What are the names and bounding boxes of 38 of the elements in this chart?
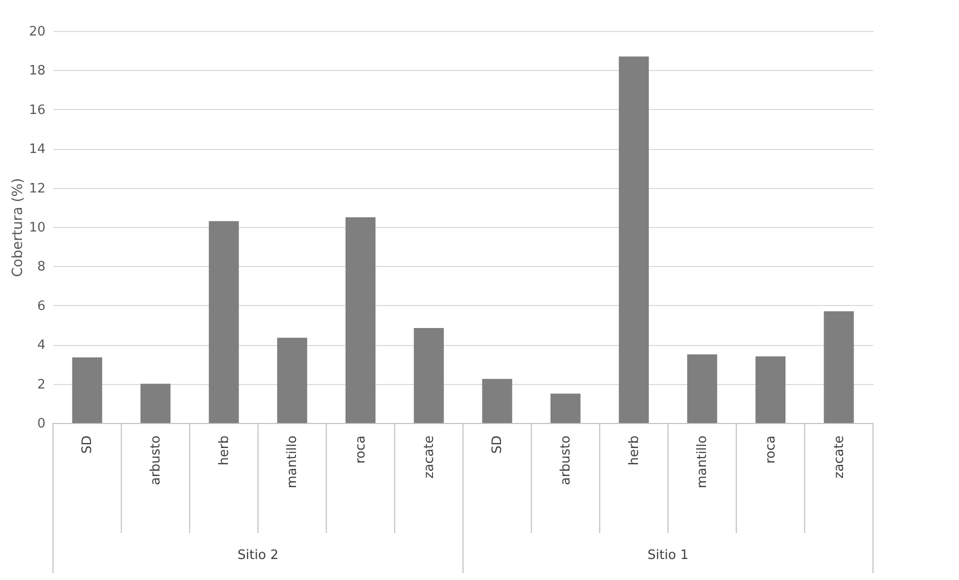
x-tick-label: herb: [216, 436, 232, 466]
x-tick-label: zacate: [422, 436, 437, 478]
text: Sitio 2: [238, 548, 278, 563]
y-tick-label: 16: [28, 102, 46, 118]
x-tick-label: arbusto: [558, 435, 574, 486]
bar: [756, 356, 786, 423]
bar: [482, 378, 512, 423]
y-tick-label: 14: [28, 142, 46, 158]
x-tick-label: SD: [80, 436, 96, 454]
bar: [687, 354, 718, 423]
text: Sitio 1: [648, 548, 688, 563]
bar: [618, 56, 649, 423]
x-tick-label: mantillo: [695, 435, 710, 488]
bar: [550, 394, 580, 423]
y-tick-label: 12: [28, 181, 46, 196]
x-tick-label: arbusto: [148, 435, 164, 486]
bar: [140, 384, 170, 423]
bar: [208, 221, 239, 423]
y-tick-label: 8: [37, 260, 46, 275]
x-tick-label: zacate: [832, 436, 847, 478]
y-tick-label: 4: [37, 338, 46, 354]
bar: [277, 338, 308, 423]
x-tick-label: roca: [354, 436, 368, 464]
y-tick-label: 10: [28, 220, 46, 236]
y-axis-title: Cobertura (%): [10, 178, 26, 277]
x-tick-label: mantillo: [285, 435, 300, 488]
bar: [72, 357, 102, 423]
y-tick-label: 2: [37, 377, 46, 392]
y-tick-label: 20: [28, 24, 46, 40]
y-tick-label: 0: [37, 416, 46, 432]
bar: [414, 328, 444, 423]
bar: [346, 217, 376, 423]
x-tick-label: roca: [764, 436, 778, 464]
x-tick-label: herb: [626, 436, 642, 466]
y-tick-label: 6: [37, 298, 46, 314]
y-tick-label: 18: [28, 64, 46, 79]
bar: [824, 311, 854, 423]
x-tick-label: SD: [490, 436, 506, 454]
